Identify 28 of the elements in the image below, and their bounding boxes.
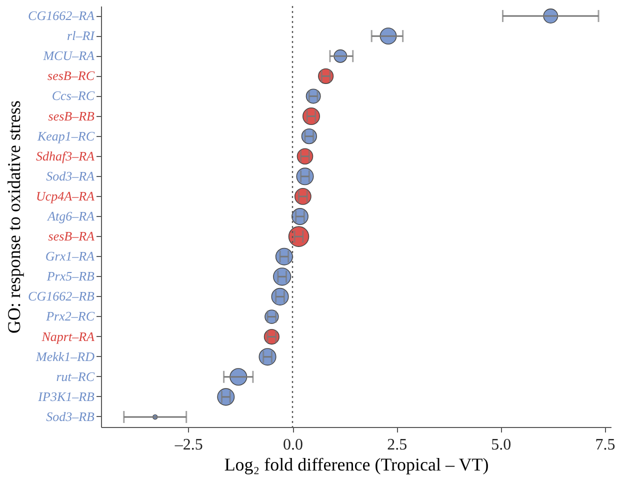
x-tick-label: 5.0 <box>491 436 512 454</box>
x-tick-label: 7.5 <box>595 436 616 454</box>
y-tick-label: Grx1–RA <box>45 248 95 264</box>
y-tick-label: CG1662–RB <box>28 288 95 304</box>
x-tick-label: –2.5 <box>174 436 203 454</box>
y-tick-label: Sdhaf3–RA <box>36 148 95 164</box>
x-tick-label: 0.0 <box>283 436 304 454</box>
y-tick-label: rut–RC <box>56 368 95 384</box>
y-tick-label: Sod3–RA <box>46 168 95 184</box>
y-tick-label: rl–RI <box>67 28 96 44</box>
y-tick-label: Naprt–RA <box>40 328 95 344</box>
y-tick-label: sesB–RB <box>48 108 95 124</box>
x-tick-label: 2.5 <box>387 436 408 454</box>
y-tick-label: sesB–RC <box>48 68 95 84</box>
y-tick-label: Sod3–RB <box>46 408 95 424</box>
y-tick-label: CG1662–RA <box>28 8 95 24</box>
y-tick-label: Mekk1–RD <box>35 348 96 364</box>
x-axis-title: Log₂ fold difference (Tropical – VT) <box>224 454 489 474</box>
y-tick-label: Keap1–RC <box>36 128 95 144</box>
y-axis-title: GO: response to oxidative stress <box>4 100 24 334</box>
y-tick-label: sesB–RA <box>48 228 95 244</box>
y-tick-label: Prx5–RB <box>46 268 95 284</box>
y-tick-label: MCU–RA <box>42 48 95 64</box>
y-tick-label: Ucp4A–RA <box>36 188 95 204</box>
y-tick-label: Atg6–RA <box>46 208 95 224</box>
y-tick-label: Ccs–RC <box>52 88 95 104</box>
y-tick-label: IP3K1–RB <box>37 388 95 404</box>
y-tick-label: Prx2–RC <box>45 308 95 324</box>
